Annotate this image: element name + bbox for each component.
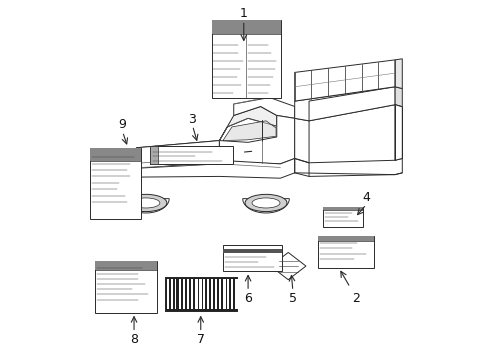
Bar [226,279,228,309]
Bar [323,207,362,211]
Bar [183,279,184,309]
Polygon shape [270,252,305,280]
Polygon shape [394,105,402,160]
Polygon shape [99,148,137,205]
Bar [164,277,236,311]
Bar [211,21,281,34]
Ellipse shape [124,194,166,212]
Bar [211,21,281,98]
Bar [230,279,233,309]
Ellipse shape [244,194,286,212]
Text: 4: 4 [362,192,369,204]
Polygon shape [233,98,294,118]
Bar [218,279,221,309]
Bar [223,249,282,253]
Bar [166,279,169,309]
Polygon shape [123,140,219,169]
Polygon shape [308,87,394,121]
Bar [90,148,140,161]
Bar [317,235,373,268]
Polygon shape [99,179,111,188]
Polygon shape [294,87,394,121]
Bar [150,146,232,164]
Polygon shape [223,121,276,140]
Bar [234,279,237,309]
Text: 2: 2 [351,292,359,305]
Bar [203,279,204,309]
Polygon shape [122,199,169,213]
Polygon shape [219,116,294,164]
Bar [94,261,157,270]
Text: 8: 8 [130,333,138,346]
Bar [186,279,189,309]
Bar [206,279,209,309]
Polygon shape [112,167,121,175]
Bar [190,279,192,309]
Text: 5: 5 [288,292,296,305]
Text: 9: 9 [119,118,126,131]
Ellipse shape [251,198,280,208]
Bar [317,235,373,242]
Bar [223,244,282,271]
Bar [94,261,157,313]
Polygon shape [294,118,308,163]
Text: 7: 7 [196,333,204,346]
Bar [170,279,173,309]
Polygon shape [394,87,402,107]
Bar [164,277,236,311]
Bar [198,279,202,309]
Bar [174,279,176,309]
Text: 3: 3 [188,113,196,126]
Bar [214,279,217,309]
Bar [210,279,212,309]
Polygon shape [394,59,402,89]
Polygon shape [133,140,219,169]
Polygon shape [219,107,276,140]
Ellipse shape [132,198,160,208]
Text: 6: 6 [244,292,251,305]
Bar [178,279,181,309]
Text: 1: 1 [239,7,247,20]
Bar [90,148,140,220]
Bar [223,279,225,309]
Polygon shape [131,148,294,178]
Polygon shape [242,199,289,213]
Polygon shape [394,105,402,160]
Polygon shape [308,158,402,176]
Bar [323,207,362,226]
Bar [194,279,198,309]
Polygon shape [99,164,133,206]
Polygon shape [294,60,394,101]
Bar [150,146,158,164]
